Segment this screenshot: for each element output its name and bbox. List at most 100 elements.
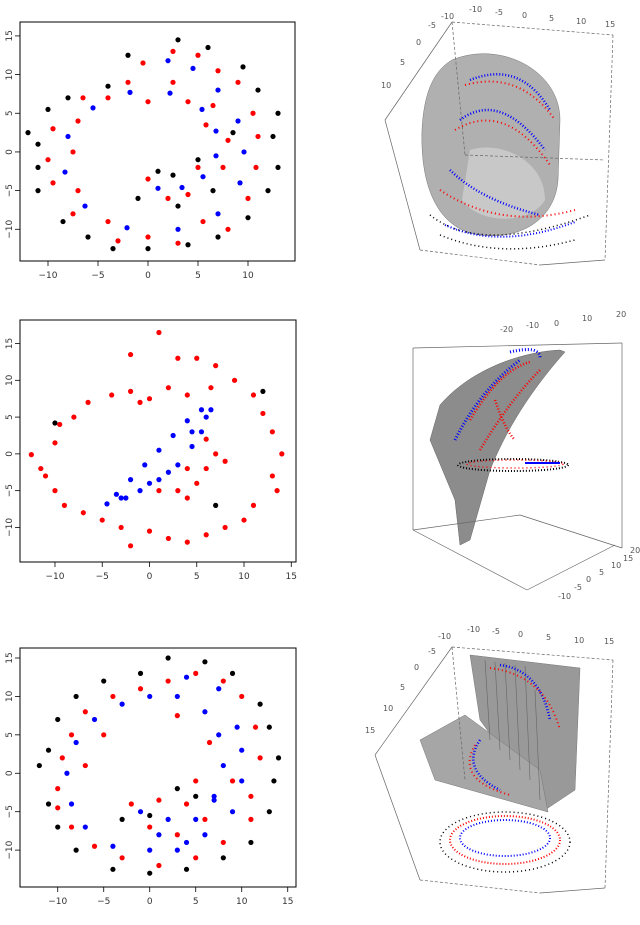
data-point xyxy=(240,64,246,70)
data-point xyxy=(36,762,42,769)
data-point xyxy=(25,130,31,136)
x-tick-label: −10 xyxy=(39,271,58,281)
data-point xyxy=(145,246,151,252)
data-point xyxy=(184,418,190,424)
surface-ridges-3 xyxy=(484,659,541,801)
data-point xyxy=(274,488,280,494)
data-point xyxy=(183,839,190,846)
panel3d-3: -10 -5 0 5 10 15 -10 -5 0 5 10 15 xyxy=(365,625,614,894)
series-1 xyxy=(25,37,281,252)
y-tick-label: 10 xyxy=(5,69,15,81)
data-point xyxy=(145,234,151,240)
data-point xyxy=(175,226,181,232)
surface-3b xyxy=(419,714,549,813)
scatter-chart-2: −10 −5 0 5 10 15 −10 −5 0 5 10 15 xyxy=(5,319,297,582)
data-point xyxy=(65,133,71,140)
data-point xyxy=(140,60,146,66)
data-point xyxy=(170,48,176,54)
data-point xyxy=(269,473,275,479)
data-point xyxy=(175,37,181,43)
scatter-plots-2d: −10 −5 0 5 10 −10 −5 0 5 10 15 −10 −5 0 5 10 15 −10 −5 0 5 10… xyxy=(5,21,297,907)
data-point xyxy=(195,164,201,171)
data-point xyxy=(183,801,190,807)
data-point xyxy=(255,133,261,140)
tick-side-2-3: 5 xyxy=(599,568,604,577)
data-point xyxy=(85,234,91,240)
data-point xyxy=(250,392,257,398)
data-point xyxy=(55,786,61,792)
tick-side-2-1: -5 xyxy=(574,583,582,592)
data-point xyxy=(213,153,219,159)
data-point xyxy=(210,188,216,194)
tick-top-2-2: 0 xyxy=(554,319,559,328)
data-point xyxy=(105,95,111,101)
tick-top-3-4: 10 xyxy=(574,636,584,645)
y-tick-label: −5 xyxy=(5,184,15,197)
x-tick-label: 0 xyxy=(147,897,153,907)
data-point xyxy=(174,693,180,700)
data-point xyxy=(71,414,77,420)
tick-side-3-1: -5 xyxy=(428,647,436,656)
data-point xyxy=(155,168,161,174)
x-tick-label: 15 xyxy=(282,897,293,907)
data-point xyxy=(257,755,263,761)
box-3d-2 xyxy=(412,342,623,591)
data-point xyxy=(213,128,219,134)
tick-top-2-4: 20 xyxy=(616,310,626,319)
data-point xyxy=(193,670,199,676)
data-point xyxy=(113,491,120,497)
data-point xyxy=(165,678,171,684)
data-point xyxy=(91,843,98,849)
tick-top-1-5: 15 xyxy=(605,20,615,29)
x-tick-label: 0 xyxy=(145,271,151,281)
data-point xyxy=(202,832,208,838)
data-point xyxy=(210,102,216,109)
data-point xyxy=(250,502,257,508)
y-tick-label: −5 xyxy=(5,805,15,818)
data-point xyxy=(271,778,277,784)
data-point xyxy=(229,809,236,815)
series-3 xyxy=(104,407,214,507)
data-point xyxy=(231,377,238,383)
data-point xyxy=(165,469,171,475)
data-point xyxy=(42,473,49,479)
data-point xyxy=(165,385,171,391)
data-point xyxy=(213,451,219,457)
data-point xyxy=(206,739,213,746)
data-point xyxy=(275,755,282,761)
data-point xyxy=(68,801,75,807)
data-point xyxy=(62,169,68,175)
data-point xyxy=(82,203,88,209)
data-point xyxy=(75,188,81,194)
data-point xyxy=(216,686,222,692)
y-tick-label: −10 xyxy=(5,840,15,859)
data-point xyxy=(142,462,148,468)
data-point xyxy=(80,95,86,101)
data-point xyxy=(137,809,144,815)
data-point xyxy=(174,847,180,853)
data-point xyxy=(203,414,209,420)
data-point xyxy=(82,762,88,769)
x-tick-label: 5 xyxy=(194,572,200,582)
x-tick-label: 0 xyxy=(147,572,153,582)
data-point xyxy=(202,659,208,665)
tick-side-2-2: 0 xyxy=(586,575,591,584)
data-point xyxy=(68,824,75,830)
tick-top-3-1: -5 xyxy=(492,627,500,636)
data-point xyxy=(146,480,153,486)
data-point xyxy=(99,517,105,523)
points-3d-3 xyxy=(439,663,571,873)
data-point xyxy=(115,238,121,244)
data-point xyxy=(175,355,181,361)
data-point xyxy=(179,184,185,191)
data-point xyxy=(203,465,209,472)
data-point xyxy=(241,517,247,523)
data-point xyxy=(35,164,41,171)
data-point xyxy=(266,724,272,730)
data-point xyxy=(70,149,76,155)
data-point xyxy=(165,195,171,201)
data-point xyxy=(90,105,96,111)
data-point xyxy=(185,99,191,105)
data-point xyxy=(165,816,171,822)
